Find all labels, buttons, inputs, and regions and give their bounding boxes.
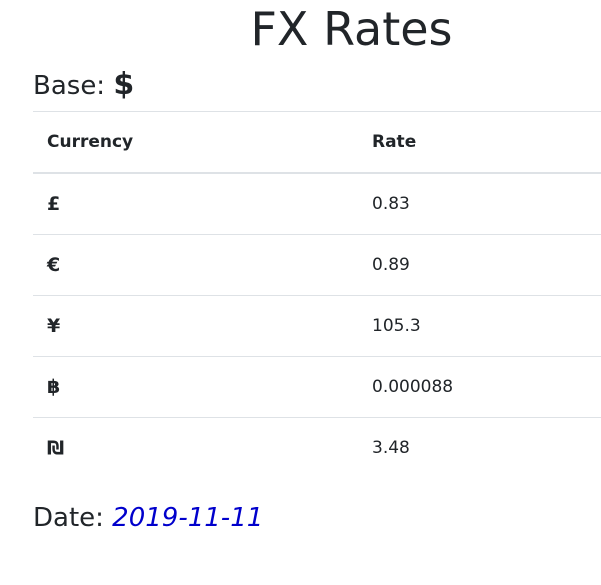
- rates-table-body: £ 0.83 € 0.89 ¥ 105.3 ฿ 0.000088 ₪ 3.48: [33, 172, 601, 478]
- rate-value-ils: 3.48: [358, 417, 601, 478]
- base-heading: Base: $: [33, 66, 134, 105]
- currency-symbol-jpy: ¥: [33, 295, 358, 357]
- rate-column-header: Rate: [358, 111, 601, 174]
- currency-symbol-btc: ฿: [33, 356, 358, 418]
- rates-table-header: Currency Rate: [33, 111, 601, 174]
- rate-value-btc: 0.000088: [358, 356, 601, 418]
- date-heading: Date: 2019-11-11: [33, 499, 263, 537]
- table-header-row: Currency Rate: [33, 111, 601, 174]
- table-row: £ 0.83: [33, 172, 601, 235]
- rate-value-jpy: 105.3: [358, 295, 601, 357]
- currency-symbol-ils: ₪: [33, 417, 358, 478]
- rates-table: Currency Rate £ 0.83 € 0.89 ¥ 105.3 ฿ 0.…: [33, 111, 601, 478]
- table-row: ฿ 0.000088: [33, 356, 601, 418]
- table-row: € 0.89: [33, 234, 601, 296]
- base-currency-symbol: $: [113, 67, 135, 102]
- base-label: Base:: [33, 71, 106, 101]
- date-value: 2019-11-11: [112, 503, 264, 533]
- table-row: ₪ 3.48: [33, 417, 601, 478]
- page-title: FX Rates: [250, 2, 453, 56]
- rate-value-gbp: 0.83: [358, 172, 601, 235]
- currency-symbol-eur: €: [33, 234, 358, 296]
- date-label: Date:: [33, 503, 104, 533]
- currency-column-header: Currency: [33, 111, 358, 174]
- currency-symbol-gbp: £: [33, 172, 358, 235]
- rate-value-eur: 0.89: [358, 234, 601, 296]
- table-row: ¥ 105.3: [33, 295, 601, 357]
